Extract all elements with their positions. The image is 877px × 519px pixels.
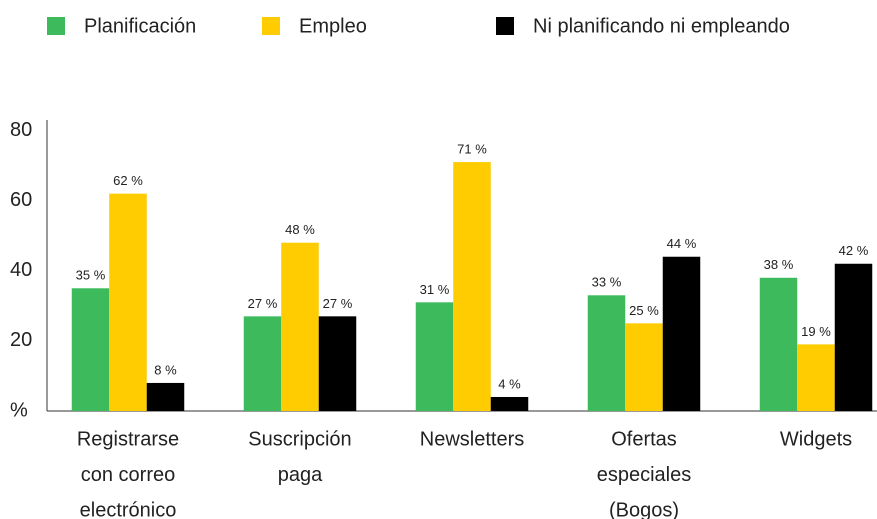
bar xyxy=(662,256,701,411)
bar xyxy=(797,344,835,411)
x-tick-label: especiales xyxy=(597,464,692,486)
y-tick-label: % xyxy=(10,399,28,421)
bar xyxy=(243,316,282,411)
x-tick-label: (Bogos) xyxy=(609,499,679,519)
x-tick-label: paga xyxy=(278,464,323,486)
x-tick-label: Widgets xyxy=(780,428,852,450)
bar xyxy=(146,382,185,411)
y-tick-label: 20 xyxy=(10,329,32,351)
value-label: 33 % xyxy=(592,275,622,290)
x-tick-label: Ofertas xyxy=(611,428,677,450)
value-label: 31 % xyxy=(420,282,450,297)
bar xyxy=(587,295,626,411)
value-label: 62 % xyxy=(113,173,143,188)
bar xyxy=(625,323,663,411)
legend-swatch xyxy=(262,17,280,35)
legend-label: Empleo xyxy=(299,15,367,37)
legend-label: Ni planificando ni empleando xyxy=(533,15,790,37)
value-label: 44 % xyxy=(667,236,697,251)
bar xyxy=(109,193,147,411)
value-label: 8 % xyxy=(154,362,177,377)
value-label: 4 % xyxy=(498,376,521,391)
legend-swatch xyxy=(47,17,65,35)
bar xyxy=(415,302,454,411)
y-tick-label: 80 xyxy=(10,119,32,141)
bar xyxy=(281,242,319,411)
y-tick-label: 60 xyxy=(10,189,32,211)
value-label: 48 % xyxy=(285,222,315,237)
y-tick-label: 40 xyxy=(10,259,32,281)
bar xyxy=(834,263,873,411)
bar xyxy=(490,396,529,411)
bar xyxy=(453,162,491,411)
bar xyxy=(71,288,110,411)
legend-label: Planificación xyxy=(84,15,196,37)
legend-swatch xyxy=(496,17,514,35)
x-tick-label: con correo xyxy=(81,464,176,486)
value-label: 38 % xyxy=(764,257,794,272)
value-label: 42 % xyxy=(839,243,869,258)
bar xyxy=(318,316,357,411)
bar xyxy=(759,277,798,411)
value-label: 27 % xyxy=(323,296,353,311)
value-label: 27 % xyxy=(248,296,278,311)
x-tick-label: Suscripción xyxy=(248,428,351,450)
x-tick-label: Newsletters xyxy=(420,428,524,450)
value-label: 25 % xyxy=(629,303,659,318)
value-label: 35 % xyxy=(76,268,106,283)
x-tick-label: electrónico xyxy=(80,499,177,519)
value-label: 19 % xyxy=(801,324,831,339)
x-tick-label: Registrarse xyxy=(77,428,179,450)
value-label: 71 % xyxy=(457,142,487,157)
